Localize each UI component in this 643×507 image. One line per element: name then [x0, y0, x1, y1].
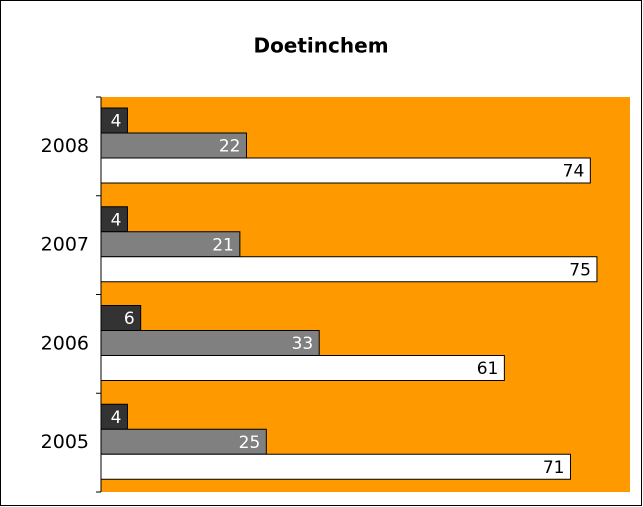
bar: [100, 132, 247, 159]
bar: [100, 330, 320, 356]
bar: [100, 157, 591, 184]
data-label: 61: [477, 359, 499, 379]
data-label: 6: [124, 309, 135, 329]
data-label: 33: [292, 334, 314, 354]
y-tick-label: 2006: [41, 332, 89, 354]
bar: [100, 453, 571, 480]
data-label: 74: [563, 162, 585, 182]
data-label: 21: [212, 235, 234, 255]
chart-title: Doetinchem: [253, 34, 388, 58]
data-label: 4: [111, 112, 122, 132]
data-label: 4: [111, 210, 122, 230]
data-label: 22: [219, 137, 241, 157]
bar: [100, 256, 598, 283]
y-tick-label: 2007: [41, 234, 89, 256]
data-label: 25: [239, 433, 261, 453]
bar: [100, 305, 142, 331]
data-label: 71: [543, 458, 565, 478]
data-label: 4: [111, 408, 122, 428]
data-label: 75: [569, 260, 591, 280]
y-tick-label: 2008: [41, 135, 89, 157]
y-tick-label: 2005: [41, 431, 89, 453]
bar: [100, 355, 505, 381]
